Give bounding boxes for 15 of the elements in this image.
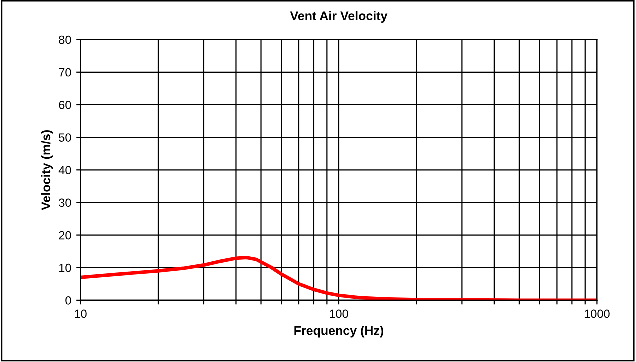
y-tick-label: 40 (58, 166, 72, 175)
y-tick-label: 60 (59, 101, 72, 110)
y-axis-title: Velocity (m/s) (41, 130, 54, 210)
y-tick-label: 30 (59, 198, 72, 208)
x-tick-label: 10 (75, 310, 87, 318)
y-tick-label: 70 (59, 68, 72, 77)
x-axis-title: Frequency (Hz) (294, 326, 384, 338)
y-tick-label: 20 (59, 231, 72, 240)
y-tick-label: 50 (59, 134, 72, 142)
y-tick-label: 10 (60, 264, 72, 272)
y-tick-label: 80 (59, 36, 72, 44)
x-tick-label: 1000 (584, 310, 610, 318)
chart-title: Vent Air Velocity (290, 11, 388, 23)
x-tick-label: 100 (330, 310, 348, 318)
y-tick-label: 0 (66, 296, 72, 305)
